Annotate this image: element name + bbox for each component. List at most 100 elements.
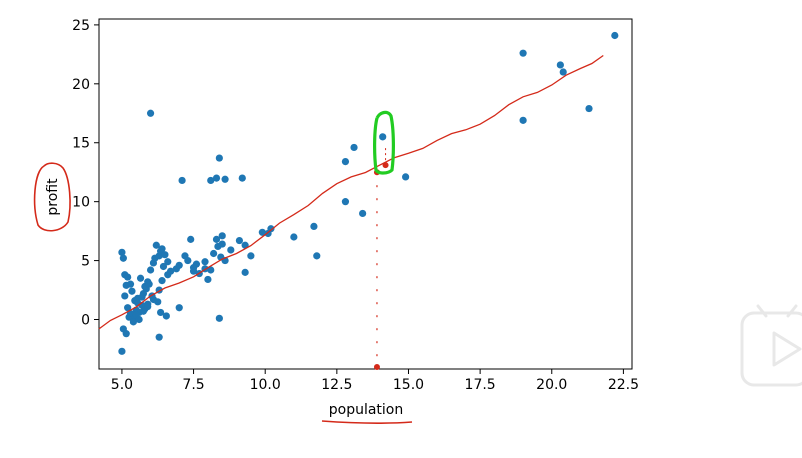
data-point (341, 198, 350, 206)
x-tick-label: 17.5 (465, 377, 496, 393)
data-point (519, 49, 527, 57)
annotations (33, 54, 604, 424)
data-point (118, 248, 126, 256)
scatter-points (118, 31, 619, 355)
data-point (559, 68, 567, 76)
data-point (178, 176, 186, 185)
play-icon-antenna (756, 304, 798, 318)
data-point (204, 275, 212, 284)
data-point (235, 236, 244, 245)
data-point (155, 333, 163, 341)
data-point (241, 268, 249, 276)
data-point (118, 347, 126, 355)
data-point (207, 176, 215, 185)
data-point (124, 273, 132, 281)
data-point (212, 235, 221, 243)
data-point (201, 258, 209, 266)
play-icon-triangle (772, 331, 802, 367)
data-point (167, 267, 175, 275)
data-point (152, 241, 160, 249)
y-axis-label: profit (45, 178, 61, 216)
data-point (402, 173, 410, 181)
data-point (519, 116, 527, 124)
data-point (139, 307, 148, 315)
x-tick-label: 20.0 (536, 377, 567, 393)
y-tick-label: 25 (72, 18, 90, 34)
highlight-box-mark (373, 110, 395, 175)
plot-frame (98, 18, 633, 370)
data-point (556, 61, 564, 69)
data-point (184, 256, 192, 265)
data-point (124, 304, 132, 312)
data-point (138, 293, 146, 301)
play-icon-frame (740, 311, 802, 387)
data-point (227, 246, 235, 254)
data-point (212, 174, 221, 182)
data-point (215, 314, 223, 322)
data-point (144, 300, 152, 308)
x-tick-label: 7.5 (182, 377, 204, 393)
data-point (158, 245, 166, 253)
data-point (221, 175, 229, 183)
data-point (164, 258, 172, 266)
data-point (247, 252, 255, 260)
x-tick-label: 12.5 (321, 377, 352, 393)
y-tick-label: 20 (72, 77, 90, 93)
data-point (135, 315, 143, 324)
data-point (210, 249, 218, 258)
data-point (359, 209, 367, 218)
data-point (189, 267, 198, 275)
xlabel-underline-mark (321, 420, 413, 424)
data-point (258, 228, 266, 236)
data-point (146, 109, 155, 117)
data-point (238, 174, 246, 182)
data-point (128, 287, 136, 295)
data-point (187, 235, 195, 243)
data-point (161, 251, 169, 259)
data-point (192, 260, 201, 268)
data-point (122, 330, 130, 338)
data-point (379, 133, 387, 141)
data-point (157, 308, 165, 317)
data-point (290, 233, 298, 241)
y-tick-label: 15 (72, 136, 90, 152)
data-point (267, 225, 275, 233)
y-tick-label: 5 (81, 254, 90, 270)
data-point (146, 266, 155, 274)
data-point (119, 254, 127, 262)
data-point (145, 280, 153, 288)
x-axis: 5.0 7.5 10.0 12.5 15.0 17.5 20.0 22.5 (111, 369, 639, 393)
data-point (218, 232, 226, 240)
data-point (136, 274, 145, 282)
data-point (218, 240, 226, 248)
data-point (121, 292, 129, 300)
regression-line (98, 54, 604, 330)
data-point (158, 277, 166, 285)
ylabel-circle-mark (33, 162, 71, 232)
data-point (175, 261, 183, 269)
data-point (207, 266, 215, 274)
data-point (350, 143, 358, 152)
data-point (585, 104, 593, 113)
data-point (129, 318, 137, 326)
data-point (341, 157, 350, 166)
x-tick-label: 10.0 (250, 377, 281, 393)
y-tick-label: 10 (72, 195, 90, 211)
play-video-icon[interactable] (740, 304, 802, 387)
red-marker (373, 364, 380, 370)
data-point (215, 154, 223, 162)
data-point (313, 252, 321, 260)
data-point (126, 280, 135, 288)
x-axis-label: population (329, 402, 404, 418)
x-tick-label: 5.0 (111, 377, 133, 393)
data-point (162, 312, 170, 320)
y-tick-label: 0 (81, 313, 90, 329)
y-axis: 0 5 10 15 20 25 (72, 18, 99, 329)
data-point (159, 262, 168, 271)
data-point (149, 295, 158, 304)
x-tick-label: 15.0 (393, 377, 424, 393)
data-point (611, 31, 619, 40)
data-point (175, 304, 183, 312)
